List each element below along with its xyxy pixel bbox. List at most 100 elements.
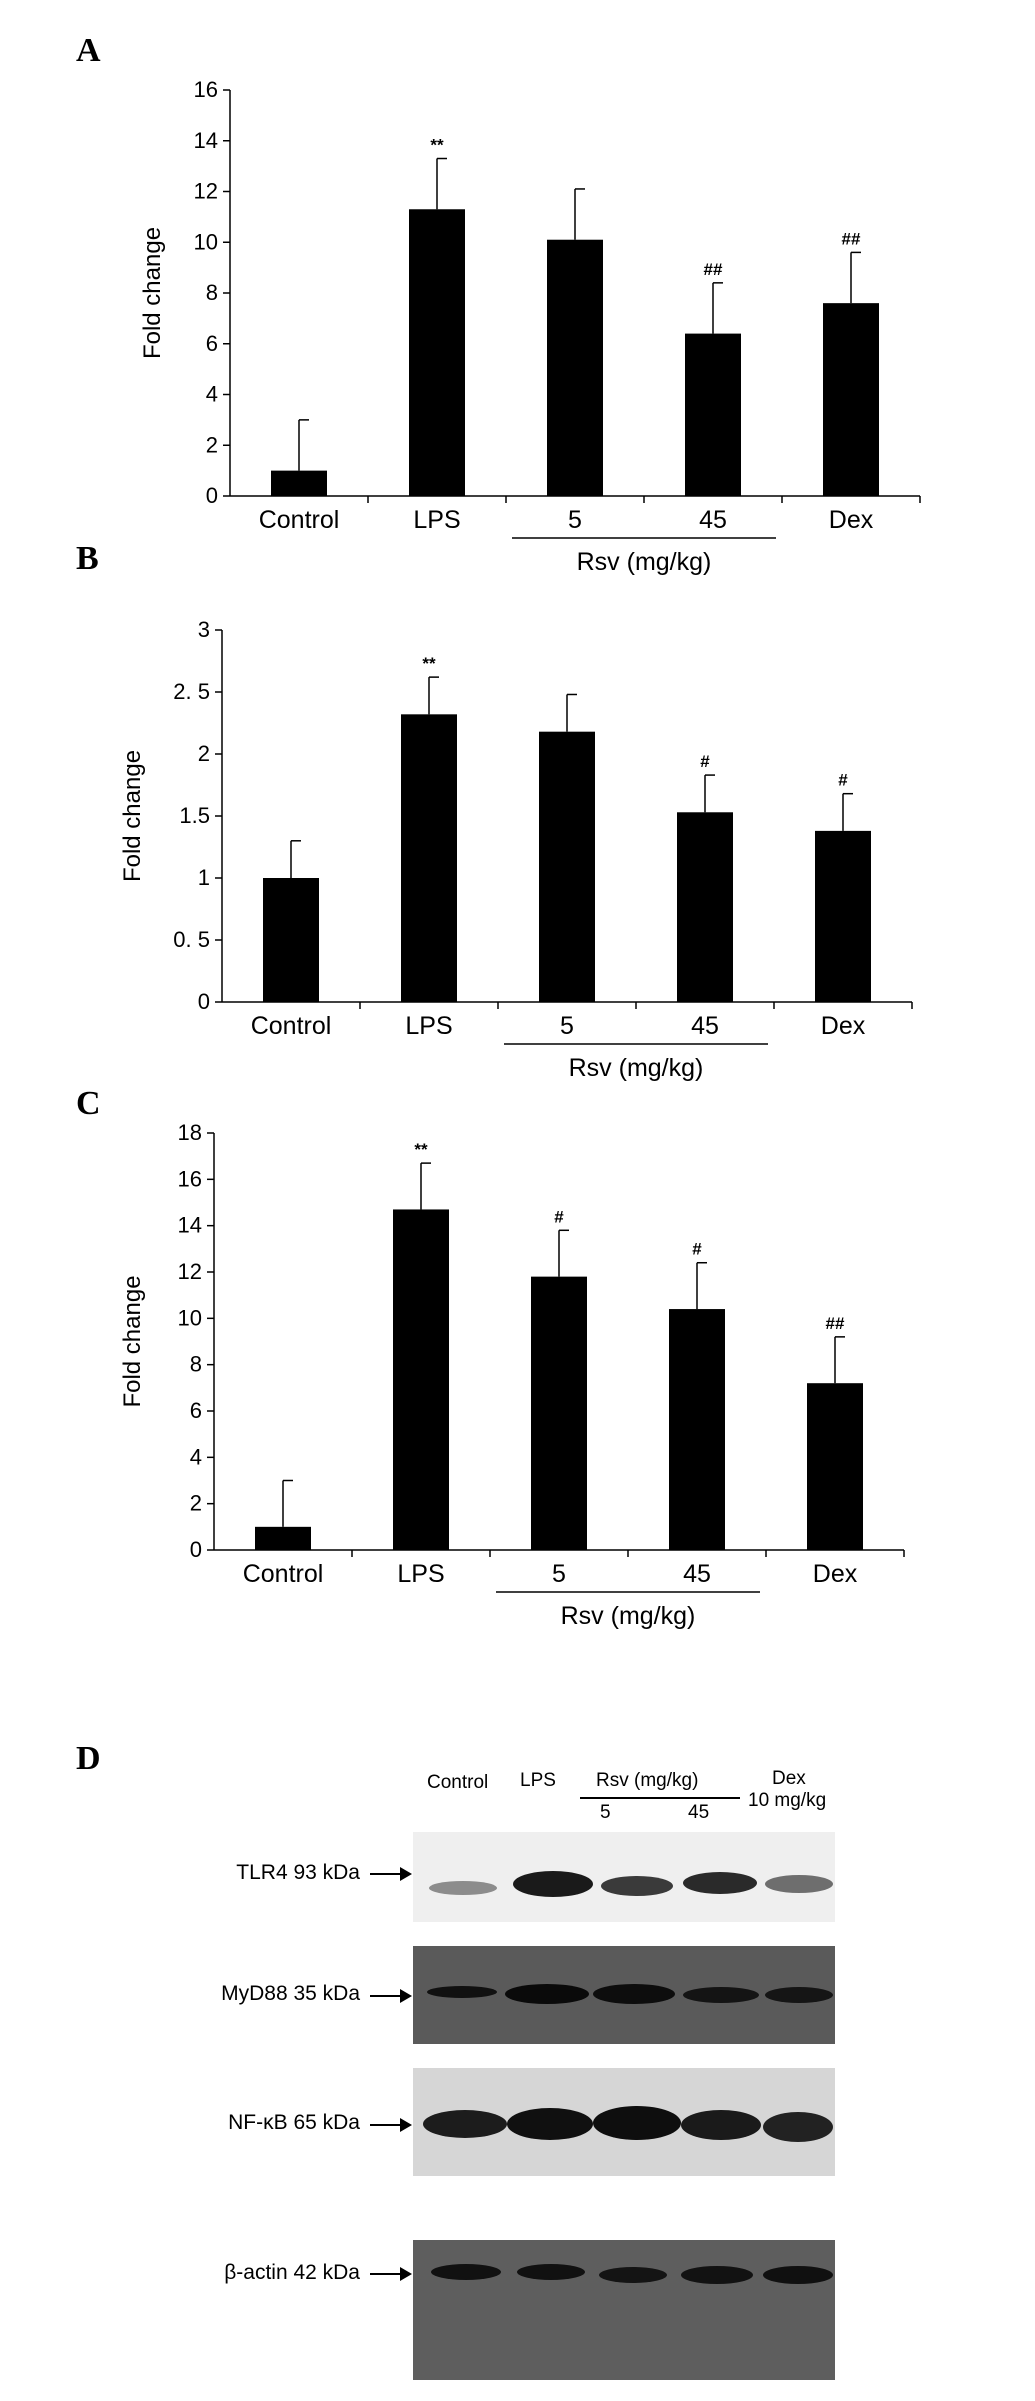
bar [815, 830, 871, 1002]
bar [807, 1383, 863, 1550]
y-tick-label: 2 [190, 1491, 202, 1516]
category-label: 5 [560, 1012, 574, 1040]
category-label: LPS [413, 506, 460, 534]
y-tick-label: 3 [198, 617, 210, 642]
significance-marker: ** [422, 654, 436, 673]
arrow-icon [370, 2267, 412, 2281]
y-axis-label: Fold change [119, 750, 146, 882]
protein-label-myd88: MyD88 35 kDa [221, 1982, 360, 2005]
y-tick-label: 1 [198, 865, 210, 890]
category-label: Control [251, 1012, 332, 1040]
y-tick-label: 4 [190, 1444, 202, 1469]
y-tick-label: 6 [206, 331, 218, 356]
lane-label-control: Control [427, 1772, 489, 1793]
category-label: 45 [683, 1560, 711, 1588]
y-tick-label: 6 [190, 1398, 202, 1423]
western-blot-panel: Control LPS Rsv (mg/kg) 5 45 Dex 10 mg/k… [0, 1700, 1035, 2400]
significance-marker: # [692, 1240, 702, 1259]
y-tick-label: 2 [206, 432, 218, 457]
lane-label-rsv-45: 45 [688, 1802, 710, 1823]
panel-letter-d: D [76, 1740, 101, 1777]
protein-label-nfkb: NF-κB 65 kDa [228, 2111, 360, 2134]
blot-strip-beta-actin [413, 2240, 835, 2380]
bar [263, 878, 319, 1002]
bar [401, 714, 457, 1002]
category-label: Control [259, 506, 340, 534]
y-tick-label: 2 [198, 741, 210, 766]
y-tick-label: 14 [194, 128, 218, 153]
y-tick-label: 16 [194, 77, 218, 102]
y-tick-label: 10 [178, 1305, 202, 1330]
category-label: Dex [813, 1560, 858, 1588]
chart-c: 0 2 4 6 8 10 12 14 16 18 Fold change Control ** LPS #5… [119, 1120, 905, 1630]
bar [685, 333, 741, 496]
category-label: LPS [405, 1012, 452, 1040]
panel-letter-b: B [76, 540, 99, 577]
significance-marker: ## [826, 1314, 845, 1333]
y-tick-label: 14 [178, 1213, 202, 1238]
y-tick-label: 8 [206, 280, 218, 305]
bar [271, 470, 327, 496]
group-label: Rsv (mg/kg) [569, 1054, 704, 1082]
lane-label-dex-dose: 10 mg/kg [748, 1790, 827, 1811]
significance-marker: # [554, 1207, 564, 1226]
bar [393, 1209, 449, 1550]
y-tick-label: 0 [206, 483, 218, 508]
bar [531, 1276, 587, 1550]
category-label: 5 [552, 1560, 566, 1588]
y-axis-label: Fold change [119, 1275, 146, 1407]
significance-marker: # [838, 771, 848, 790]
rsv-group-line [580, 1797, 740, 1799]
bar [669, 1309, 725, 1550]
group-label: Rsv (mg/kg) [561, 1602, 696, 1630]
protein-label-beta-actin: β-actin 42 kDa [224, 2261, 360, 2284]
lane-label-rsv: Rsv (mg/kg) [596, 1770, 699, 1791]
lane-label-lps: LPS [520, 1770, 556, 1791]
y-tick-label: 12 [178, 1259, 202, 1284]
y-tick-label: 16 [178, 1166, 202, 1191]
protein-label-tlr4: TLR4 93 kDa [236, 1861, 360, 1884]
y-tick-label: 2. 5 [173, 679, 210, 704]
y-tick-label: 8 [190, 1352, 202, 1377]
y-tick-label: 10 [194, 229, 218, 254]
blot-strip-tlr4 [413, 1832, 835, 1922]
category-label: 5 [568, 506, 582, 534]
y-tick-label: 0. 5 [173, 927, 210, 952]
category-label: LPS [397, 1560, 444, 1588]
y-tick-label: 12 [194, 179, 218, 204]
category-label: 45 [699, 506, 727, 534]
category-label: Control [243, 1560, 324, 1588]
group-label: Rsv (mg/kg) [577, 548, 712, 576]
blot-strip-myd88 [413, 1946, 835, 2044]
blot-strip-nfkb [413, 2068, 835, 2176]
bar [255, 1526, 311, 1550]
y-tick-label: 4 [206, 382, 218, 407]
category-label: Dex [829, 506, 874, 534]
lane-label-dex: Dex [772, 1768, 806, 1789]
bar [539, 731, 595, 1002]
bar [677, 812, 733, 1002]
significance-marker: ** [414, 1140, 428, 1159]
chart-a: 0 2 4 6 8 10 12 14 16 Fold change Control ** LPS 5 ## 4… [139, 77, 921, 576]
lane-label-rsv-5: 5 [600, 1802, 611, 1823]
category-label: 45 [691, 1012, 719, 1040]
category-label: Dex [821, 1012, 866, 1040]
arrow-icon [370, 1867, 412, 1881]
arrow-icon [370, 1989, 412, 2003]
bar [823, 303, 879, 496]
y-axis-label: Fold change [139, 227, 166, 359]
y-tick-label: 0 [190, 1537, 202, 1562]
chart-b: 0 0. 5 1 1.5 2 2. 5 3 Fold change Control ** LPS 5 #… [119, 617, 913, 1082]
bar [547, 239, 603, 496]
y-tick-label: 0 [198, 989, 210, 1014]
significance-marker: ## [842, 229, 861, 248]
significance-marker: ## [704, 260, 723, 279]
panel-letter-a: A [76, 32, 101, 69]
bar [409, 209, 465, 496]
arrow-icon [370, 2118, 412, 2132]
significance-marker: ** [430, 136, 444, 155]
significance-marker: # [700, 752, 710, 771]
y-tick-label: 18 [178, 1120, 202, 1145]
y-tick-label: 1.5 [179, 803, 210, 828]
panel-letter-c: C [76, 1085, 101, 1122]
